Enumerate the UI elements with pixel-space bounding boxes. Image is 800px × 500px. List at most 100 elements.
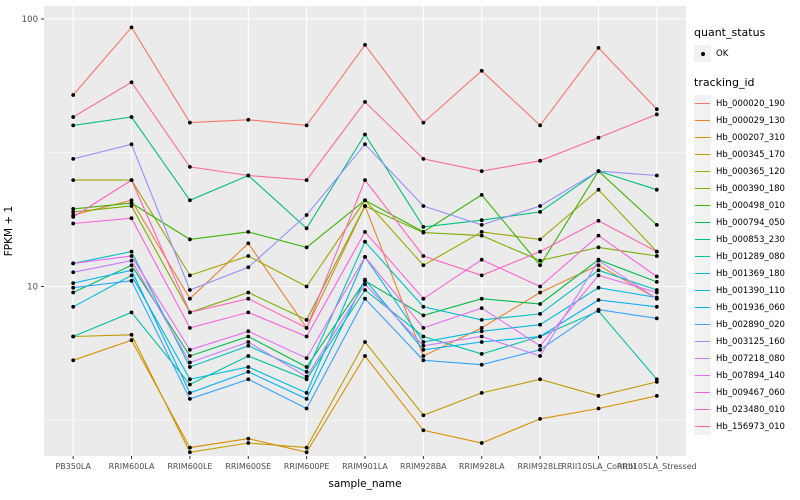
data-point [654,107,659,112]
data-point [246,369,251,374]
data-point [71,304,76,309]
data-point [304,450,309,455]
data-point [246,377,251,382]
legend-item: Hb_003125_160 [694,333,798,350]
data-point [421,413,426,418]
data-point [421,354,426,358]
data-point [654,173,659,178]
data-point [421,157,426,161]
data-point [71,270,76,275]
legend-item: Hb_000207_310 [694,129,798,146]
x-tick-label: RRIM600LA [109,462,155,471]
data-point [654,304,659,309]
data-point [129,25,134,30]
data-point [479,318,484,322]
x-tick-label: RRIM928BA [400,462,447,471]
series-line-icon [694,350,711,367]
legend-item: Hb_001390_110 [694,282,798,299]
data-point [304,391,309,395]
data-point [479,329,484,334]
data-point [479,68,484,73]
data-point [129,273,134,278]
legend-item: Hb_000029_130 [694,112,798,129]
data-point [421,120,426,125]
legend: quant_status OK tracking_id Hb_000020_19… [694,26,798,449]
legend-item: Hb_000365_120 [694,163,798,180]
data-point [129,249,134,254]
data-point [479,273,484,278]
data-point [304,369,309,374]
x-axis-title: sample_name [328,478,401,490]
data-point [363,100,367,104]
legend-item: Hb_009467_060 [694,384,798,401]
line-chart: 10 100 PB350LA RRIM600LA RRIM600LE RRIM600SE R… [3,6,697,490]
y-tick-label: 10 [27,283,38,293]
data-point [654,394,659,398]
data-point [363,132,367,137]
data-point [363,282,367,287]
legend-title-quant-status: quant_status [694,26,766,39]
legend-item: Hb_000498_010 [694,197,798,214]
data-point [596,169,601,174]
series-line-icon [694,146,711,163]
data-point [421,313,426,318]
legend-item: Hb_001369_180 [694,265,798,282]
data-point [363,142,367,147]
data-point [129,115,134,119]
x-tick-label: RRIM600SE [225,462,271,471]
data-point [129,204,134,208]
data-point [246,354,251,358]
data-point [596,298,601,302]
data-point [596,135,601,140]
data-point [654,249,659,254]
data-point [304,178,309,183]
data-point [654,377,659,382]
series-line-icon [694,129,711,146]
data-point [596,285,601,290]
data-point [479,441,484,445]
data-point [421,304,426,309]
data-point [304,356,309,360]
data-point [654,223,659,227]
legend-item-label: Hb_000207_310 [716,132,785,143]
data-point [421,296,426,301]
data-point [188,198,192,203]
data-point [188,365,192,369]
data-point [71,178,76,183]
data-point [596,218,601,223]
legend-item: Hb_007894_140 [694,367,798,384]
legend-item: Hb_007218_080 [694,350,798,367]
data-point [421,225,426,229]
y-tick-label: 100 [22,15,38,25]
data-point [188,347,192,352]
data-point [538,249,542,254]
legend-item: Hb_002890_020 [694,316,798,333]
data-point [304,406,309,411]
data-point [654,187,659,192]
data-point [479,218,484,223]
data-point [421,326,426,330]
data-point [129,178,134,183]
legend-item-label: Hb_000498_010 [716,200,785,211]
data-point [246,265,251,270]
legend-item-label: Hb_000853_230 [716,234,785,245]
data-point [129,338,134,343]
data-point [654,112,659,117]
data-point [246,296,251,301]
data-point [188,120,192,125]
legend-tracking-id: tracking_id Hb_000020_190 Hb_000029_130 … [694,76,798,435]
data-point [538,210,542,214]
data-point [479,257,484,262]
data-point [129,310,134,315]
legend-item-label: OK [716,48,729,59]
data-point [538,290,542,295]
data-point [479,296,484,301]
x-tick-label: RRIM600LE [167,462,212,471]
data-point [304,397,309,401]
legend-item: Hb_001289_080 [694,248,798,265]
data-point [479,391,484,395]
series-line-icon [694,248,711,265]
x-tick-label: RRIM901LA [342,462,388,471]
series-line-icon [694,299,711,316]
data-point [71,290,76,295]
